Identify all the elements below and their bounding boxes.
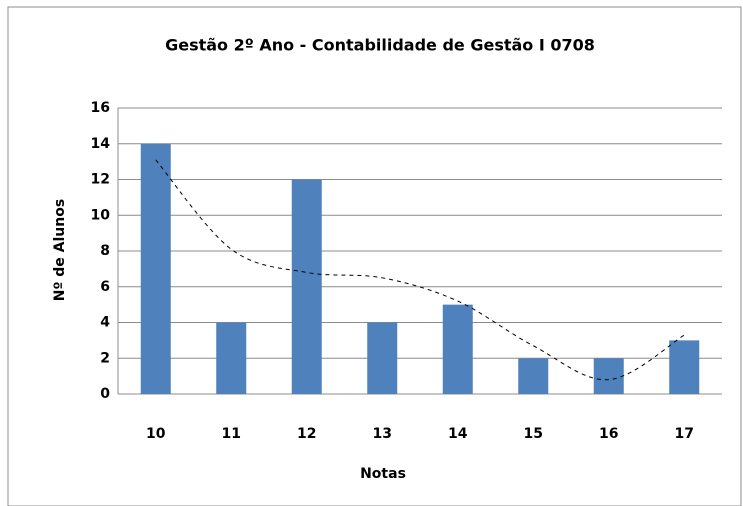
y-tick-label: 12 — [91, 172, 110, 188]
bar — [518, 358, 549, 394]
bar — [291, 179, 322, 394]
x-tick-label: 12 — [297, 426, 316, 442]
chart-border — [7, 6, 742, 506]
y-tick-label: 6 — [100, 279, 110, 295]
x-tick-label: 11 — [222, 426, 241, 442]
y-tick-label: 0 — [100, 386, 110, 402]
x-tick-label: 13 — [373, 426, 392, 442]
y-tick-label: 8 — [100, 243, 110, 259]
bar — [442, 304, 473, 394]
x-tick-label: 10 — [146, 426, 166, 442]
bar — [140, 143, 171, 394]
bar — [216, 322, 247, 394]
x-tick-label: 16 — [599, 426, 618, 442]
bar — [367, 322, 398, 394]
y-tick-label: 10 — [91, 207, 111, 223]
x-tick-label: 17 — [675, 426, 694, 442]
x-axis-label: Notas — [360, 466, 406, 482]
bar — [593, 358, 624, 394]
bar — [669, 340, 700, 394]
y-tick-label: 4 — [100, 315, 110, 331]
x-tick-label: 15 — [524, 426, 543, 442]
y-tick-label: 14 — [91, 136, 111, 152]
chart-title: Gestão 2º Ano - Contabilidade de Gestão … — [165, 36, 595, 55]
y-axis-label: Nº de Alunos — [52, 199, 68, 301]
y-tick-label: 16 — [91, 100, 110, 116]
x-tick-label: 14 — [448, 426, 468, 442]
y-tick-label: 2 — [100, 350, 110, 366]
